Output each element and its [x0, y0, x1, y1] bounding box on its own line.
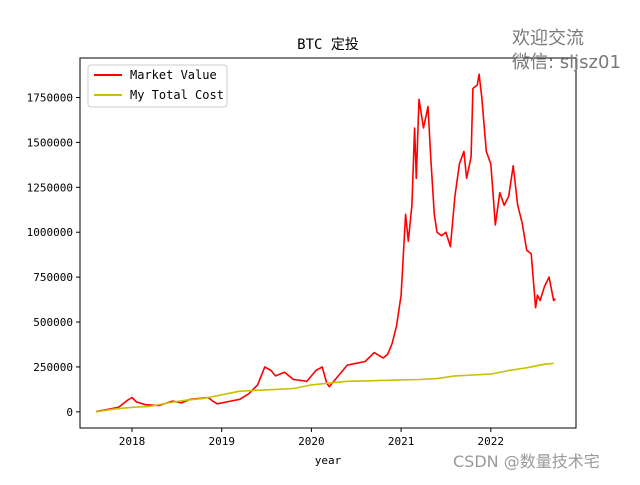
y-axis: 0 250000 500000 750000 1000000 1250000 1500000… — [27, 92, 80, 419]
y-tick-label: 1000000 — [27, 226, 73, 239]
y-tick-label: 750000 — [33, 271, 73, 284]
watermark-csdn: CSDN @数量技术宅 — [453, 452, 600, 471]
x-axis: 2018 2019 2020 2021 2022 — [119, 428, 504, 448]
x-axis-label: year — [315, 454, 342, 467]
x-tick-label: 2022 — [478, 435, 505, 448]
y-tick-label: 0 — [66, 406, 73, 419]
legend-box — [87, 64, 228, 108]
legend-total-cost-label: My Total Cost — [130, 88, 224, 102]
y-tick-label: 1500000 — [27, 136, 73, 149]
chart-title: BTC 定投 — [297, 37, 359, 53]
y-tick-label: 250000 — [33, 361, 73, 374]
series-layer — [95, 73, 556, 413]
y-tick-label: 1250000 — [27, 181, 73, 194]
x-tick-label: 2018 — [119, 435, 146, 448]
series-line-market-value — [95, 73, 556, 413]
legend: Market Value My Total Cost — [87, 64, 228, 108]
watermark-welcome: 欢迎交流 — [512, 28, 584, 49]
watermark-wechat: 微信: sljsz01 — [512, 52, 621, 73]
y-tick-label: 500000 — [33, 316, 73, 329]
x-tick-label: 2021 — [388, 435, 415, 448]
x-tick-label: 2019 — [208, 435, 235, 448]
y-tick-label: 1750000 — [27, 92, 73, 105]
series-line-my-total-cost — [95, 362, 554, 413]
x-tick-label: 2020 — [298, 435, 325, 448]
legend-market-value-label: Market Value — [130, 68, 217, 82]
plot-frame — [79, 57, 577, 429]
